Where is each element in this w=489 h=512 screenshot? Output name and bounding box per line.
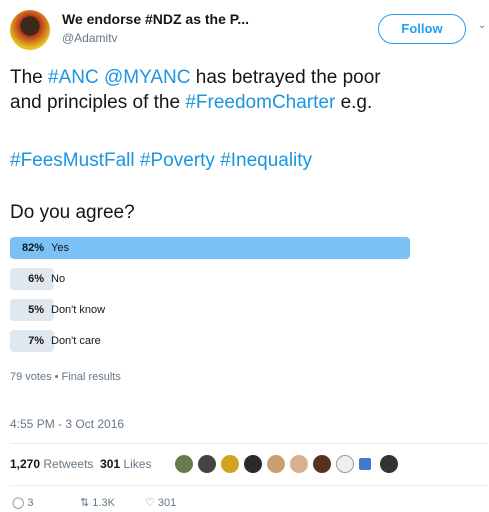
liker-avatar[interactable] [290, 455, 308, 473]
text: The [10, 67, 49, 88]
stats: 1,270 Retweets 301 Likes [10, 457, 151, 471]
reply-count: 3 [27, 497, 34, 509]
liker-avatar[interactable] [175, 455, 193, 473]
menu-chevron[interactable]: ⌄ [478, 20, 487, 31]
poll-percent: 82% [21, 242, 44, 254]
poll-bar [10, 299, 54, 321]
retweets-label[interactable]: Retweets [43, 457, 94, 471]
poll-option: Don't care [51, 335, 101, 347]
liker-avatar[interactable] [336, 455, 354, 473]
hashtag-link[interactable]: #Poverty [139, 150, 215, 171]
display-name[interactable]: We endorse #NDZ as the P... [62, 11, 249, 27]
handle[interactable]: @Adamitv [62, 31, 118, 45]
retweet-action[interactable]: ⇅ 1.3K [80, 497, 115, 509]
text: and principles of the [10, 92, 186, 113]
timestamp[interactable]: 4:55 PM - 3 Oct 2016 [10, 417, 125, 431]
poll-bar [10, 330, 54, 352]
retweet-count: 1.3K [92, 497, 115, 509]
liker-avatar[interactable] [313, 455, 331, 473]
poll-bar [10, 268, 54, 290]
poll-option: Don't know [51, 304, 106, 316]
liker-avatar[interactable] [380, 455, 398, 473]
separator [10, 443, 488, 444]
poll-option: No [51, 273, 66, 285]
text: e.g. [335, 92, 373, 113]
poll-percent: 7% [28, 335, 44, 347]
text: Do you agree? [10, 202, 135, 223]
follow-button[interactable]: Follow [378, 14, 466, 44]
liker-avatar[interactable] [359, 458, 371, 470]
poll-option: Yes [51, 242, 69, 254]
reply-action[interactable]: ◯ 3 [12, 497, 34, 509]
separator [10, 485, 488, 486]
poll-percent: 6% [28, 273, 44, 285]
retweets-count[interactable]: 1,270 [10, 457, 41, 471]
text: has betrayed the poor [190, 67, 381, 88]
tweet-line: #FeesMustFall #Poverty #Inequality [10, 150, 312, 172]
liker-avatar[interactable] [267, 455, 285, 473]
hashtag-link[interactable]: @MYANC [104, 67, 191, 88]
avatar[interactable] [10, 10, 50, 50]
hashtag-link[interactable]: #Inequality [220, 150, 313, 171]
poll-summary: 79 votes • Final results [10, 371, 121, 383]
like-count: 301 [157, 497, 177, 509]
tweet-line: The #ANC @MYANC has betrayed the poor [10, 67, 381, 89]
likes-label[interactable]: Likes [123, 457, 152, 471]
liker-avatar[interactable] [221, 455, 239, 473]
hashtag-link[interactable]: #ANC [48, 67, 99, 88]
hashtag-link[interactable]: #FreedomCharter [185, 92, 336, 113]
like-action[interactable]: ♡ 301 [145, 497, 177, 509]
liker-avatar[interactable] [244, 455, 262, 473]
hashtag-link[interactable]: #FeesMustFall [10, 150, 135, 171]
poll-bar [10, 237, 411, 259]
tweet-line: and principles of the #FreedomCharter e.… [10, 92, 372, 114]
tweet-line: Do you agree? [10, 202, 135, 224]
poll-percent: 5% [28, 304, 44, 316]
likes-count[interactable]: 301 [100, 457, 121, 471]
liker-avatar[interactable] [198, 455, 216, 473]
